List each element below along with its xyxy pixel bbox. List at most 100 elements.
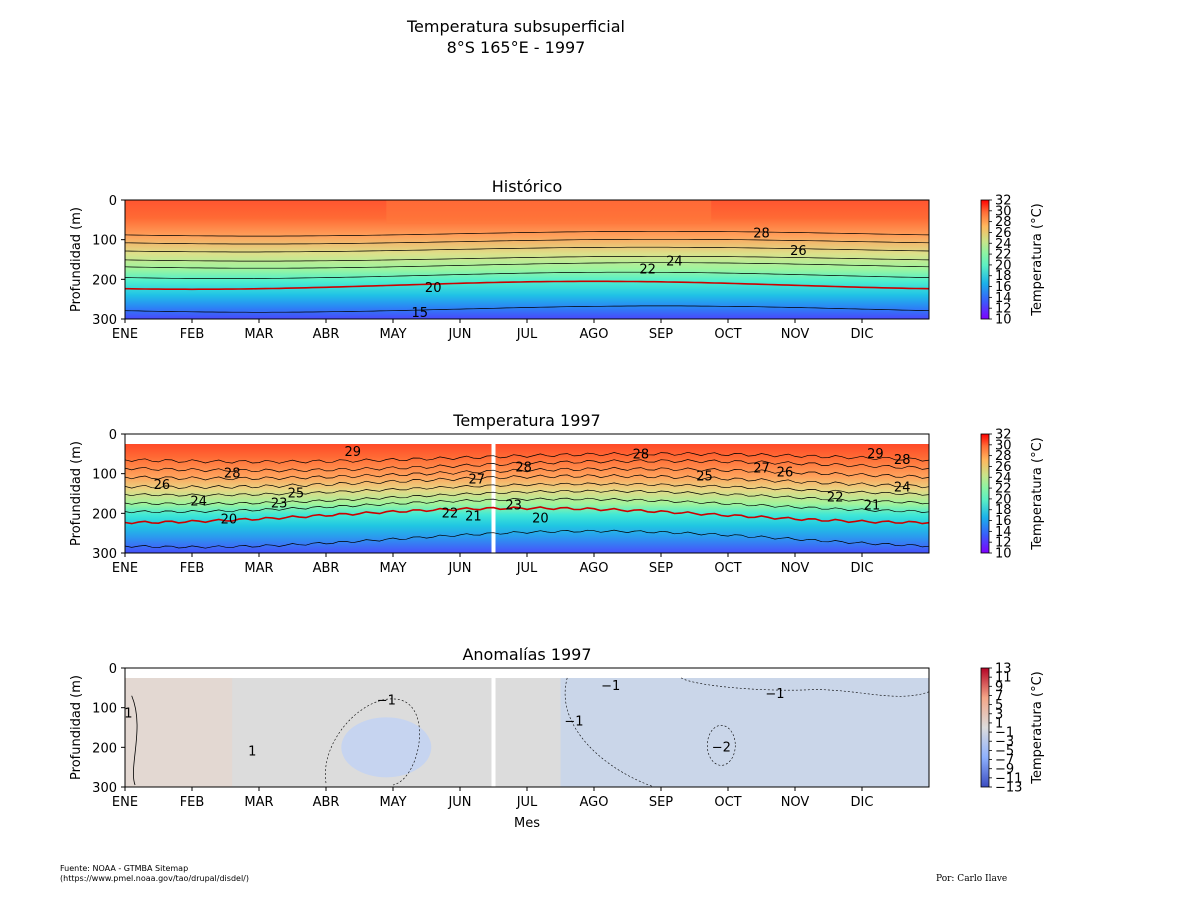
contour-label: −1 [765, 687, 784, 702]
x-tick-label: AGO [580, 795, 609, 810]
contour-label: 28 [515, 461, 532, 476]
y-tick-label: 0 [109, 194, 117, 209]
contour-label: 23 [271, 496, 288, 511]
colorbar-tick-label: 22 [995, 482, 1012, 497]
colorbar-tick-label: 22 [995, 248, 1012, 263]
contour-label: −2 [712, 740, 731, 755]
contour-label: −1 [377, 694, 396, 709]
y-tick-label: 300 [92, 547, 117, 562]
colorbar-tick-label: 3 [995, 707, 1003, 722]
x-tick-label: MAY [379, 561, 406, 576]
colorbar-gradient [980, 433, 990, 554]
y-tick-label: 100 [92, 234, 117, 249]
colorbar-tick-label: 32 [995, 194, 1012, 209]
contour-line-negative [706, 725, 736, 766]
heatmap-field [125, 444, 929, 553]
contour-label: −1 [564, 715, 583, 730]
contour-label: 26 [790, 244, 807, 259]
colorbar-tick-label: −13 [995, 781, 1022, 796]
contour-label: 27 [468, 473, 485, 488]
x-tick-label: JUN [447, 327, 471, 342]
x-tick-label: JUL [516, 795, 538, 810]
source-line-2: (https://www.pmel.noaa.gov/tao/drupal/di… [60, 874, 249, 883]
y-tick-label: 100 [92, 702, 117, 717]
x-tick-label: ABR [313, 327, 340, 342]
contour-line [124, 497, 930, 514]
colorbar-tick-label: 12 [995, 536, 1012, 551]
contour-label: 20 [425, 281, 442, 296]
contour-label: 29 [867, 447, 884, 462]
colorbar-label: Temperatura (°C) [1030, 203, 1045, 316]
contour-line [124, 489, 930, 506]
colorbar-tick-label: 18 [995, 269, 1012, 284]
isotherm-20 [124, 280, 930, 291]
x-tick-label: FEB [180, 795, 205, 810]
y-tick-label: 0 [109, 428, 117, 443]
x-tick-label: DIC [851, 561, 874, 576]
contour-line-negative [680, 677, 930, 697]
contour-line [124, 246, 930, 253]
contour-label: −1 [601, 679, 620, 694]
y-axis-label: Profundidad (m) [69, 441, 84, 546]
x-axis-label: Mes [514, 816, 540, 831]
panel-title: Temperatura 1997 [452, 411, 600, 430]
colorbar-tick-label: 28 [995, 215, 1012, 230]
contour-label: 26 [154, 478, 171, 493]
colorbar-tick-label: 20 [995, 258, 1012, 273]
anomaly-warm-patch [125, 678, 233, 787]
colorbar-tick-label: 16 [995, 514, 1012, 529]
contour-line [124, 482, 930, 497]
contour-label: 27 [753, 462, 770, 477]
colorbar-tick-label: 30 [995, 438, 1012, 453]
contour-label: 21 [864, 498, 881, 513]
colorbar-tick-label: 28 [995, 449, 1012, 464]
x-tick-label: DIC [851, 327, 874, 342]
contour-label: 24 [894, 481, 911, 496]
chart-panel-1: Histórico2826242220150100200300Profundid… [69, 177, 1045, 342]
y-axis-label: Profundidad (m) [69, 675, 84, 780]
contour-label: 20 [221, 512, 238, 527]
colorbar-tick-label: 32 [995, 428, 1012, 443]
x-tick-label: OCT [714, 327, 741, 342]
colorbar-tick-label: −9 [995, 762, 1014, 777]
contour-line [124, 474, 930, 490]
contour-line [124, 529, 930, 549]
contour-label: 1 [124, 707, 132, 722]
colorbar-tick-label: 12 [995, 302, 1012, 317]
colorbar-label: Temperatura (°C) [1030, 671, 1045, 784]
x-tick-label: JUN [447, 561, 471, 576]
contour-label: 22 [639, 262, 656, 277]
x-tick-label: ABR [313, 561, 340, 576]
heatmap-patch [386, 200, 712, 224]
contour-label: 28 [753, 227, 770, 242]
x-tick-label: JUN [447, 795, 471, 810]
y-tick-label: 200 [92, 273, 117, 288]
x-tick-label: SEP [649, 561, 673, 576]
colorbar-tick-label: 26 [995, 226, 1012, 241]
contour-label: 28 [633, 448, 650, 463]
x-tick-label: ENE [112, 561, 138, 576]
data-gap [491, 442, 496, 553]
colorbar-tick-label: −5 [995, 744, 1014, 759]
x-tick-label: MAR [244, 795, 273, 810]
x-tick-label: OCT [714, 561, 741, 576]
y-tick-label: 100 [92, 468, 117, 483]
contour-line-negative [565, 677, 655, 788]
x-tick-label: MAY [379, 327, 406, 342]
contour-label: 26 [777, 465, 794, 480]
contour-label: 22 [827, 490, 844, 505]
contour-label: 1 [248, 744, 256, 759]
y-tick-label: 300 [92, 781, 117, 796]
data-gap [491, 676, 496, 787]
x-tick-label: ENE [112, 795, 138, 810]
colorbar-tick-label: −7 [995, 753, 1014, 768]
colorbar-tick-label: 24 [995, 237, 1012, 252]
contour-line [124, 271, 930, 279]
colorbar-tick-label: −3 [995, 735, 1014, 750]
isotherm-20 [124, 506, 930, 525]
colorbar-tick-label: 11 [995, 671, 1012, 686]
x-tick-label: ENE [112, 327, 138, 342]
